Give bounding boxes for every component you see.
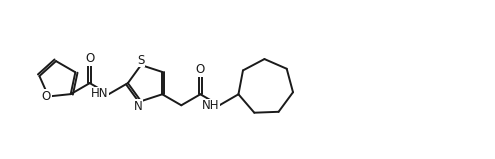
Text: HN: HN — [91, 87, 108, 100]
Text: NH: NH — [202, 99, 220, 112]
Text: S: S — [137, 54, 145, 67]
Text: N: N — [134, 100, 143, 113]
Text: O: O — [85, 52, 95, 65]
Text: O: O — [196, 63, 205, 76]
Text: O: O — [42, 90, 51, 103]
